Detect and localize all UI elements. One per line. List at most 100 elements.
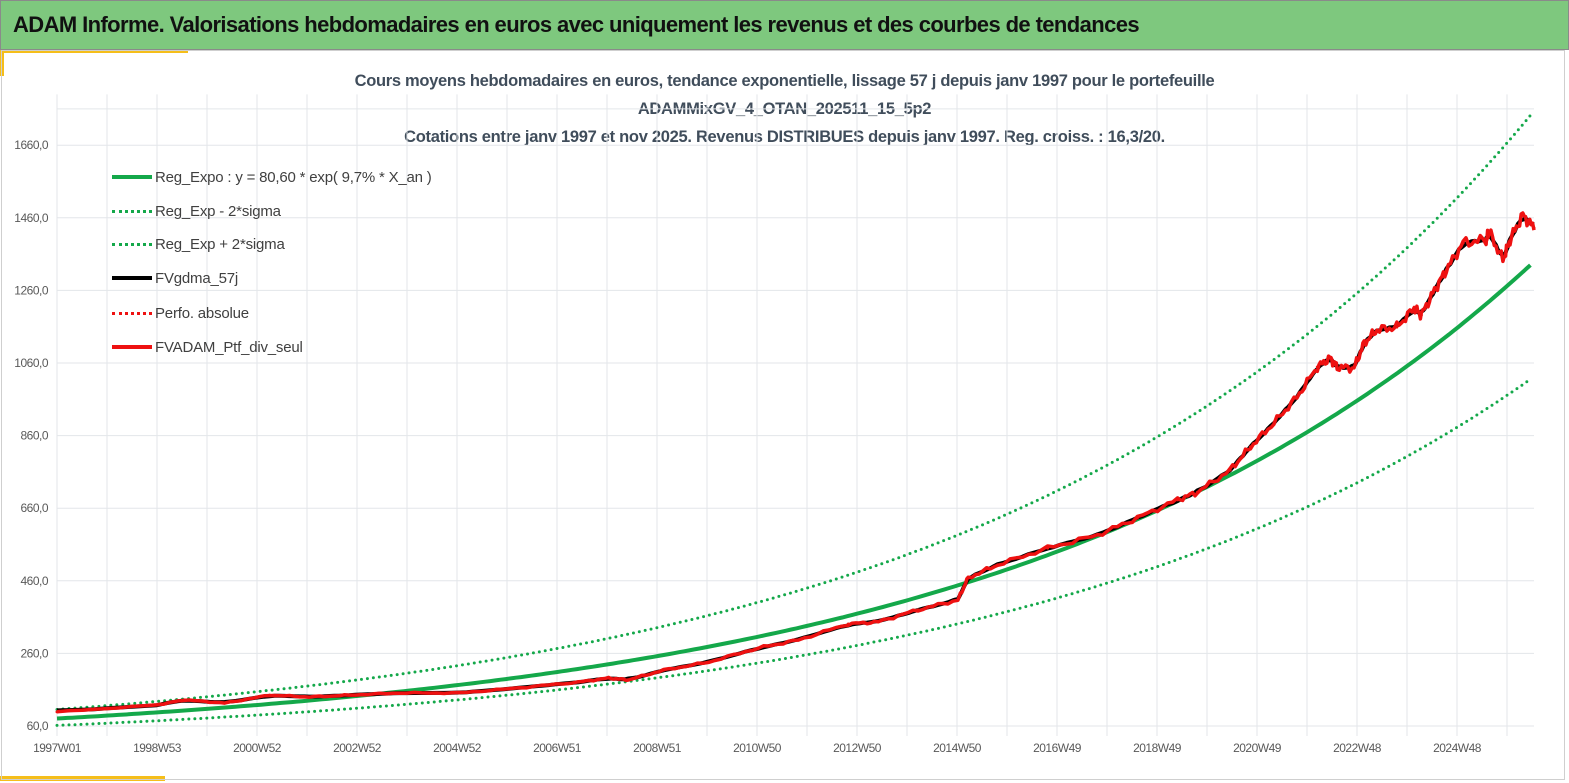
data-point [1501, 258, 1505, 262]
x-tick-label: 1998W53 [133, 741, 182, 755]
data-point [876, 620, 880, 624]
legend-item: FVADAM_Ptf_div_seul [112, 337, 303, 357]
data-point [182, 698, 186, 702]
data-point [1412, 306, 1416, 310]
data-point [397, 691, 401, 695]
data-point [517, 686, 521, 690]
legend-swatch [112, 175, 152, 179]
data-point [1444, 268, 1448, 272]
x-tick-label: 2014W50 [933, 741, 982, 755]
data-point [1315, 365, 1319, 369]
data-point [155, 703, 159, 707]
data-point [1046, 546, 1050, 550]
reg-expo-line [56, 263, 1532, 721]
legend-swatch [112, 311, 152, 315]
data-point [757, 646, 761, 650]
reg-exp-plus-2sigma-line [55, 113, 1532, 711]
legend-label: FVgdma_57j [155, 269, 239, 287]
x-tick-label: 2016W49 [1033, 741, 1082, 755]
legend-swatch [112, 345, 152, 349]
data-point [1419, 313, 1423, 317]
data-point [796, 638, 800, 642]
data-point [1295, 395, 1299, 399]
data-point [1135, 516, 1139, 520]
legend-label: Reg_Exp - 2*sigma [155, 202, 281, 220]
legend-label: FVADAM_Ptf_div_seul [155, 338, 303, 356]
data-point [1433, 288, 1437, 292]
x-tick-label: 2008W51 [633, 741, 682, 755]
x-tick-label: 2002W52 [333, 741, 382, 755]
data-point [996, 563, 1000, 567]
legend-label: Perfo. absolue [155, 304, 249, 322]
data-point [347, 693, 351, 697]
data-point [627, 678, 631, 682]
data-point [1461, 241, 1465, 245]
data-point [1508, 238, 1512, 242]
y-tick-label: 1660,0 [14, 138, 49, 152]
chart-title-line-3: Cotations entre janv 1997 et nov 2025. R… [404, 128, 1165, 146]
data-point [1532, 226, 1536, 230]
data-point [966, 576, 970, 580]
data-point [1352, 366, 1356, 370]
data-point [1487, 230, 1491, 234]
fvadam-ptf-div-seul-line [56, 211, 1536, 714]
data-point [457, 691, 461, 695]
data-point [662, 668, 666, 672]
reg-exp-minus-2sigma-line [55, 377, 1532, 727]
data-point [55, 710, 59, 714]
legend-label: Reg_Expo : y = 80,60 * exp( 9,7% * X_an … [155, 168, 432, 186]
page-title: ADAM Informe. Valorisations hebdomadaire… [13, 12, 1140, 37]
data-point [707, 660, 711, 664]
legend-item: Reg_Expo : y = 80,60 * exp( 9,7% * X_an … [112, 167, 432, 187]
data-point [607, 676, 611, 680]
accent-bar-left [0, 50, 4, 76]
x-tick-label: 2004W52 [433, 741, 482, 755]
data-point [268, 693, 272, 697]
header-bar: ADAM Informe. Valorisations hebdomadaire… [0, 0, 1569, 50]
y-tick-label: 860,0 [20, 429, 48, 443]
data-point [916, 608, 920, 612]
data-point [223, 701, 227, 705]
data-point [577, 680, 581, 684]
x-tick-label: 1997W01 [33, 741, 82, 755]
accent-bar-bottom [0, 776, 165, 781]
accent-bar-top [0, 50, 188, 53]
legend-item: FVgdma_57j [112, 268, 238, 288]
x-tick-label: 2012W50 [833, 741, 882, 755]
legend-label: Reg_Exp + 2*sigma [155, 235, 285, 253]
x-tick-label: 2020W49 [1233, 741, 1282, 755]
data-point [1375, 328, 1379, 332]
x-tick-label: 2024W48 [1433, 741, 1482, 755]
data-point [1521, 213, 1525, 217]
legend-item: Reg_Exp + 2*sigma [112, 234, 285, 254]
legend-swatch [112, 242, 152, 246]
legend-item: Perfo. absolue [112, 303, 249, 323]
x-tick-label: 2018W49 [1133, 741, 1182, 755]
y-tick-label: 660,0 [20, 501, 48, 515]
data-point [1096, 533, 1100, 537]
data-point [956, 598, 960, 602]
data-point [1484, 238, 1488, 242]
data-point [846, 622, 850, 626]
legend-item: Reg_Exp - 2*sigma [112, 201, 281, 221]
data-point [307, 695, 311, 699]
data-point [1196, 490, 1200, 494]
data-point [1362, 341, 1366, 345]
data-point [1328, 356, 1332, 360]
fvgdma-57j-line [56, 216, 1535, 713]
legend-swatch [112, 209, 152, 213]
legend-swatch [112, 276, 152, 280]
x-tick-label: 2022W48 [1333, 741, 1382, 755]
data-point [1395, 325, 1399, 329]
data-point [1335, 365, 1339, 369]
x-tick-label: 2010W50 [733, 741, 782, 755]
data-point [1176, 498, 1180, 502]
x-tick-label: 2000W52 [233, 741, 282, 755]
data-point [1249, 445, 1253, 449]
y-tick-label: 1260,0 [14, 283, 49, 297]
data-point [1272, 421, 1276, 425]
y-tick-label: 1460,0 [14, 211, 49, 225]
data-point [1228, 468, 1232, 472]
y-tick-label: 60,0 [27, 719, 49, 733]
